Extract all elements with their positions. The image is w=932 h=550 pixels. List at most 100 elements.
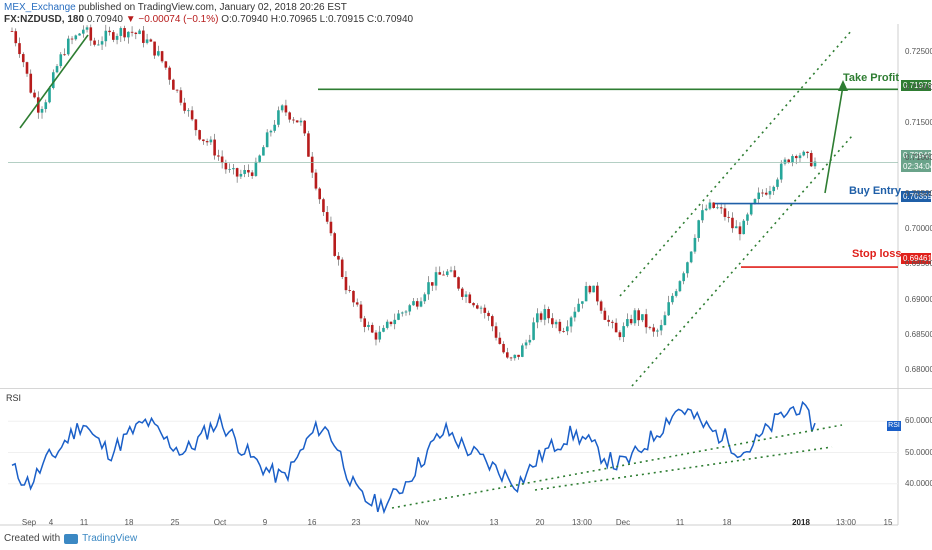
candle-body bbox=[479, 307, 483, 309]
time-tick-label: Dec bbox=[615, 518, 631, 527]
buy-entry-price-tag: 0.70359 bbox=[901, 191, 932, 202]
candle-body bbox=[179, 90, 183, 103]
rsi-trend-line-lower bbox=[534, 446, 833, 491]
candle-body bbox=[731, 217, 734, 229]
candle-body bbox=[798, 155, 802, 159]
candle-body bbox=[232, 168, 235, 170]
candle-body bbox=[337, 255, 340, 260]
candle-body bbox=[562, 331, 565, 332]
candle-body bbox=[142, 30, 145, 43]
candle-body bbox=[93, 40, 96, 45]
candle-body bbox=[442, 274, 445, 276]
candle-body bbox=[644, 314, 648, 328]
footer: Created with TradingView bbox=[4, 533, 137, 544]
price-tick-label: 0.71000 bbox=[905, 153, 932, 163]
tradingview-brand[interactable]: TradingView bbox=[82, 533, 138, 544]
candle-body bbox=[250, 172, 254, 176]
price-tick-label: 0.72500 bbox=[905, 47, 932, 57]
candle-body bbox=[130, 31, 134, 33]
candle-body bbox=[382, 327, 385, 332]
candle-body bbox=[637, 310, 640, 321]
candle-body bbox=[322, 199, 325, 213]
candle-body bbox=[449, 270, 453, 272]
candle-body bbox=[115, 35, 119, 40]
candle-body bbox=[172, 79, 175, 90]
time-tick-label: 16 bbox=[307, 518, 317, 527]
candle-body bbox=[254, 161, 258, 176]
candle-body bbox=[85, 27, 89, 30]
candle-body bbox=[671, 295, 674, 303]
candle-body bbox=[70, 38, 74, 40]
candle-body bbox=[802, 151, 806, 156]
candle-body bbox=[74, 35, 78, 40]
candle-body bbox=[490, 316, 494, 327]
candle-body bbox=[659, 325, 663, 331]
candle-body bbox=[772, 186, 776, 192]
candle-body bbox=[235, 168, 239, 177]
candle-body bbox=[213, 139, 216, 156]
candle-body bbox=[145, 39, 149, 43]
candle-body bbox=[776, 179, 779, 187]
candle-body bbox=[543, 309, 547, 320]
candle-body bbox=[108, 30, 111, 33]
symbol[interactable]: FX:NZDUSD, 180 bbox=[4, 14, 85, 25]
candle-body bbox=[547, 309, 550, 319]
candle-body bbox=[581, 301, 584, 304]
candle-body bbox=[419, 301, 423, 307]
price-tick-label: 0.71500 bbox=[905, 117, 932, 127]
candle-body bbox=[566, 326, 569, 332]
time-tick-label: Sep bbox=[21, 518, 37, 527]
candle-body bbox=[175, 89, 179, 91]
price-tick-label: 0.70500 bbox=[905, 188, 932, 198]
rsi-line bbox=[11, 400, 816, 515]
candle-body bbox=[55, 66, 59, 73]
candle-series bbox=[10, 24, 817, 362]
candle-body bbox=[36, 97, 40, 113]
candle-body bbox=[599, 301, 603, 311]
candle-body bbox=[89, 27, 93, 41]
candle-body bbox=[596, 285, 599, 302]
candle-body bbox=[494, 326, 498, 338]
candle-body bbox=[329, 221, 333, 234]
candle-body bbox=[648, 327, 652, 329]
candle-body bbox=[134, 32, 138, 35]
candle-body bbox=[198, 130, 201, 140]
candle-body bbox=[517, 354, 520, 357]
candle-body bbox=[536, 313, 539, 323]
candle-body bbox=[310, 156, 314, 173]
candle-body bbox=[367, 324, 370, 327]
candle-body bbox=[614, 322, 618, 333]
candle-body bbox=[532, 322, 535, 340]
candle-body bbox=[742, 220, 746, 235]
candle-body bbox=[794, 156, 798, 159]
candle-body bbox=[228, 169, 231, 171]
candle-body bbox=[783, 159, 787, 164]
candle-body bbox=[509, 357, 513, 359]
candle-body bbox=[472, 303, 475, 306]
publisher-link[interactable]: MEX_Exchange bbox=[4, 2, 76, 13]
candle-body bbox=[764, 192, 768, 195]
time-tick-label: 23 bbox=[351, 518, 361, 527]
candle-body bbox=[686, 262, 689, 274]
candle-body bbox=[813, 161, 817, 167]
candle-body bbox=[224, 162, 228, 170]
candle-body bbox=[667, 302, 670, 316]
candle-body bbox=[558, 321, 562, 332]
candle-body bbox=[521, 345, 524, 357]
candle-body bbox=[569, 317, 573, 327]
candle-body bbox=[716, 207, 719, 209]
candle-body bbox=[78, 33, 81, 36]
candle-body bbox=[104, 30, 108, 42]
candle-body bbox=[160, 51, 164, 62]
price-tick-label: 0.69000 bbox=[905, 294, 932, 304]
candle-body bbox=[768, 191, 772, 195]
candle-body bbox=[423, 294, 427, 302]
candle-body bbox=[269, 130, 273, 133]
candle-body bbox=[749, 203, 753, 215]
candle-body bbox=[588, 286, 592, 293]
candle-body bbox=[787, 159, 791, 163]
candle-body bbox=[348, 290, 352, 291]
time-tick-label: 18 bbox=[722, 518, 732, 527]
candle-body bbox=[404, 311, 408, 313]
